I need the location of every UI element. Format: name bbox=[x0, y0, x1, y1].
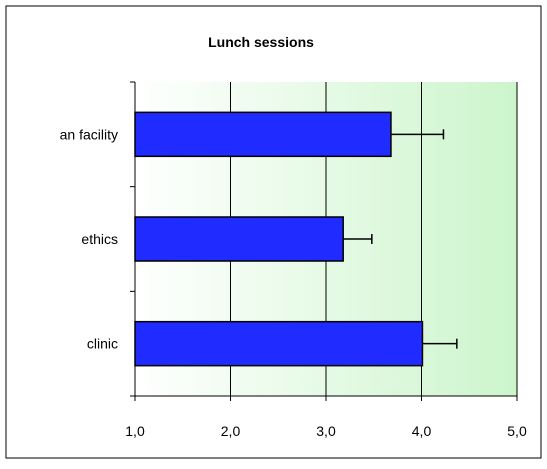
x-tick-labels: 1,0 2,0 3,0 4,0 5,0 bbox=[125, 423, 527, 439]
bar-1 bbox=[134, 216, 344, 262]
bars bbox=[134, 111, 424, 367]
x-tick-label-2: 3,0 bbox=[316, 423, 336, 439]
x-tick-label-4: 5,0 bbox=[507, 423, 527, 439]
y-label-1: ethics bbox=[81, 231, 118, 247]
bar-0 bbox=[134, 111, 392, 158]
y-label-2: clinic bbox=[87, 336, 118, 352]
x-tick-label-3: 4,0 bbox=[412, 423, 432, 439]
axes bbox=[130, 81, 518, 401]
x-tick-label-0: 1,0 bbox=[125, 423, 145, 439]
x-tick-label-1: 2,0 bbox=[221, 423, 241, 439]
chart-title: Lunch sessions bbox=[208, 34, 314, 50]
y-category-labels: an facility ethics clinic bbox=[60, 126, 118, 351]
bar-2 bbox=[134, 320, 424, 367]
error-bars bbox=[343, 129, 458, 349]
y-label-0: an facility bbox=[60, 126, 118, 142]
